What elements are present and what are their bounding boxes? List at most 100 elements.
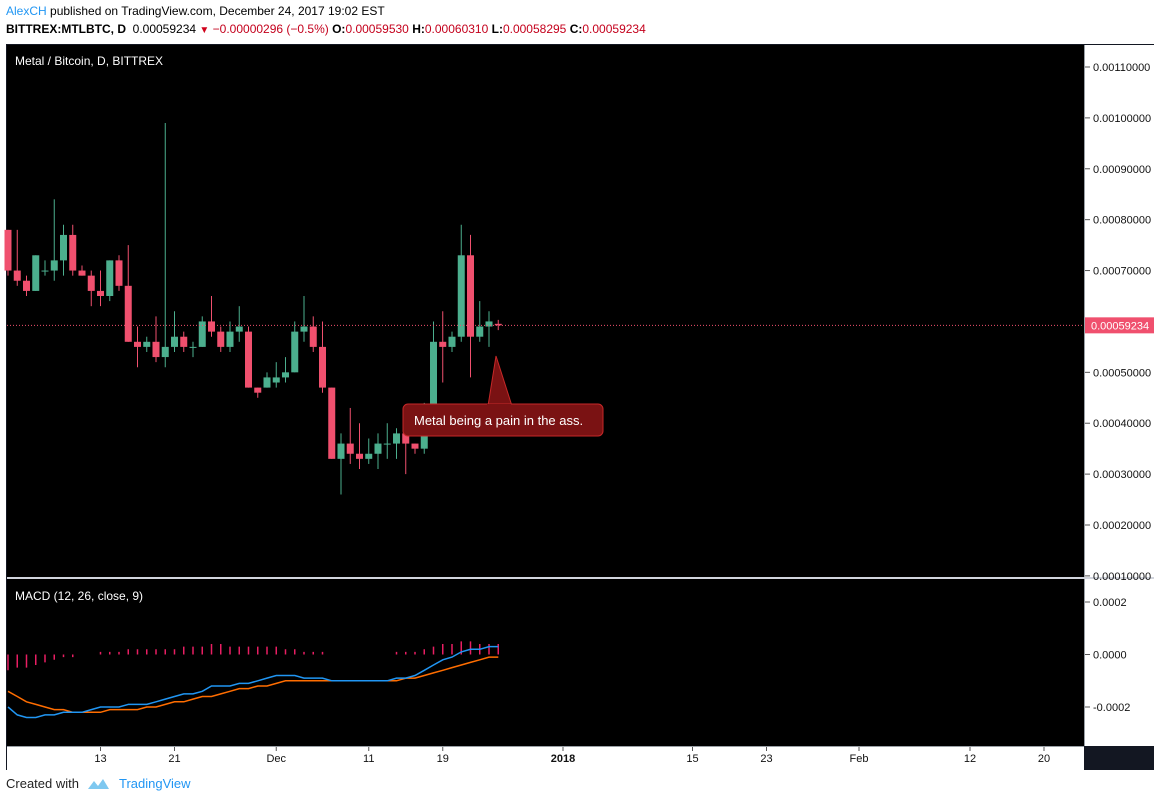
- footer: Created with TradingView: [6, 776, 191, 791]
- macd-ticks: 0.0002 0.0000 -0.0002: [1085, 597, 1130, 714]
- price-tick-label: 0.00030000: [1093, 469, 1151, 481]
- candle: [254, 387, 262, 398]
- time-tick-label: 20: [1038, 753, 1050, 765]
- candle-body: [124, 285, 132, 342]
- price-badge: 0.00059234: [1085, 317, 1154, 334]
- tradingview-link[interactable]: TradingView: [118, 776, 191, 791]
- time-axis[interactable]: [7, 747, 1084, 770]
- candle: [152, 316, 160, 363]
- candle: [383, 423, 391, 459]
- high-label: H:: [412, 22, 425, 36]
- candle-body: [448, 336, 456, 347]
- candle: [180, 331, 188, 352]
- close-label: C:: [569, 22, 583, 36]
- candle-body: [50, 260, 58, 271]
- candle-body: [494, 323, 502, 326]
- time-tick-label: 12: [964, 753, 976, 765]
- candle: [198, 316, 206, 347]
- macd-series: [7, 641, 499, 719]
- candle: [226, 321, 234, 352]
- candle-body: [208, 321, 215, 332]
- candle: [124, 245, 132, 342]
- candle-body: [411, 443, 419, 449]
- candle-body: [41, 270, 49, 272]
- candle-body: [189, 346, 197, 348]
- candle: [430, 321, 437, 408]
- candle-body: [365, 453, 373, 459]
- macd-pane[interactable]: [7, 579, 1084, 746]
- candle: [208, 296, 215, 337]
- price-tick-label: 0.00070000: [1093, 266, 1151, 278]
- time-tick-label: 2018: [551, 753, 575, 765]
- candle-body: [13, 270, 21, 281]
- author-link[interactable]: AlexCH: [6, 4, 47, 18]
- high-value: 0.00060310: [424, 22, 489, 36]
- candle: [411, 443, 419, 454]
- candle: [448, 331, 456, 352]
- candle-body: [374, 443, 382, 454]
- time-ticks: 13 21 Dec 11 19 2018 15 23 Feb 12 20: [94, 747, 1050, 765]
- macd-tick-label: 0.0000: [1093, 650, 1127, 662]
- low-label: L:: [491, 22, 503, 36]
- macd-tick-label: -0.0002: [1093, 702, 1130, 714]
- callout-join: [487, 404, 511, 407]
- candle-body: [383, 443, 391, 445]
- candle: [309, 316, 317, 352]
- candle-body: [69, 234, 77, 271]
- candle-body: [226, 331, 234, 347]
- tradingview-logo-icon: [87, 778, 109, 789]
- price-tick-label: 0.00050000: [1093, 367, 1151, 379]
- candle-body: [272, 377, 280, 383]
- price-tick-label: 0.00010000: [1093, 571, 1151, 583]
- candle-body: [217, 331, 225, 347]
- candle-body: [152, 341, 160, 358]
- macd-title: MACD (12, 26, close, 9): [15, 589, 143, 603]
- candle: [263, 372, 271, 388]
- candle: [457, 224, 465, 342]
- price-badge-text: 0.00059234: [1091, 320, 1149, 332]
- low-value: 0.00058295: [502, 22, 567, 36]
- candle: [50, 199, 58, 281]
- candle: [217, 326, 225, 352]
- price-tick-label: 0.00090000: [1093, 164, 1151, 176]
- annotation-callout[interactable]: Metal being a pain in the ass.: [402, 355, 604, 437]
- candle-body: [32, 255, 40, 291]
- candle-body: [87, 275, 95, 291]
- candle: [161, 122, 169, 368]
- candle-body: [346, 443, 354, 454]
- candle-body: [476, 326, 484, 337]
- candle-body: [78, 270, 86, 276]
- candles: [4, 122, 502, 495]
- candle-body: [439, 341, 447, 347]
- price-tick-label: 0.00020000: [1093, 520, 1151, 532]
- price-tick-label: 0.00110000: [1093, 62, 1150, 74]
- candle-body: [161, 346, 169, 358]
- candle: [97, 270, 104, 307]
- macd-tick-label: 0.0002: [1093, 597, 1127, 609]
- candle-body: [143, 341, 151, 347]
- time-tick-label: 23: [760, 753, 772, 765]
- candle: [467, 234, 474, 378]
- price-axis[interactable]: [1085, 45, 1154, 746]
- price-pane[interactable]: [7, 45, 1084, 577]
- candle-body: [263, 377, 271, 388]
- candle: [134, 326, 141, 368]
- candle: [494, 319, 502, 331]
- candle-body: [402, 433, 410, 444]
- candle-body: [198, 321, 206, 347]
- published-text: published on TradingView.com, December 2…: [46, 4, 385, 18]
- candle: [245, 326, 252, 388]
- candle: [365, 438, 373, 464]
- candle-body: [319, 346, 326, 388]
- candle-body: [134, 341, 141, 347]
- candle: [4, 229, 12, 276]
- price-tick-label: 0.00040000: [1093, 418, 1151, 430]
- candle-body: [328, 387, 336, 459]
- candle-body: [106, 260, 114, 296]
- candle-body: [457, 255, 465, 337]
- candle-body: [115, 260, 123, 286]
- candle: [374, 433, 382, 470]
- candle-body: [309, 326, 317, 347]
- candle: [328, 387, 336, 459]
